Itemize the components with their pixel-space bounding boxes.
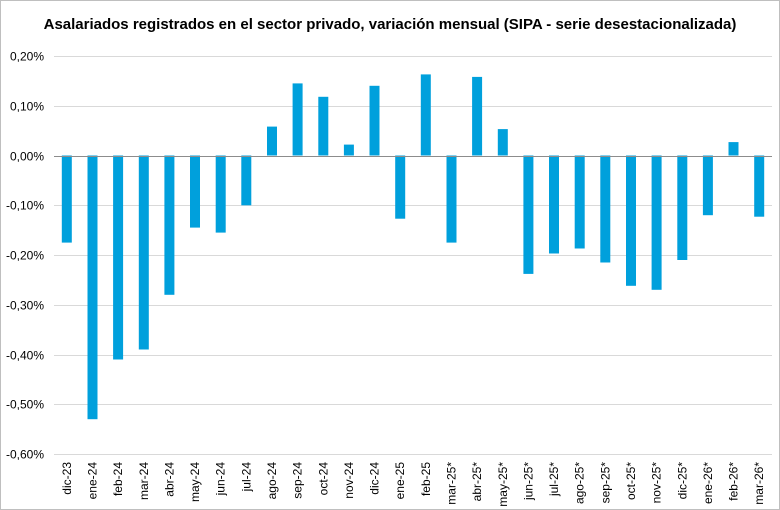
x-tick-label: abr-25*	[470, 462, 484, 502]
x-tick-label: oct-24	[316, 462, 330, 496]
grid-lines	[54, 56, 772, 455]
y-tick-label: -0,10%	[6, 199, 44, 213]
x-tick-label: dic-24	[368, 462, 382, 495]
y-tick-label: -0,50%	[6, 398, 44, 412]
x-tick-label: jul-24	[239, 462, 253, 493]
bar	[420, 74, 431, 156]
x-tick-label: jul-25*	[547, 462, 561, 497]
bar	[626, 155, 636, 286]
bar	[369, 85, 380, 156]
x-tick-label: ene-25	[393, 462, 407, 500]
bar	[677, 155, 688, 260]
bars	[61, 74, 765, 420]
bar	[61, 155, 72, 243]
x-tick-label: ene-26*	[701, 462, 715, 504]
x-tick-label: feb-24	[111, 462, 125, 496]
bar	[754, 155, 765, 217]
bar	[651, 155, 662, 290]
x-tick-label: oct-25*	[624, 462, 638, 500]
bar	[574, 155, 585, 249]
x-tick-label: jun-25*	[521, 462, 535, 501]
x-tick-label: ago-25*	[573, 462, 587, 504]
bar	[497, 129, 508, 156]
x-tick-label: feb-26*	[727, 462, 741, 501]
bar	[395, 155, 406, 219]
x-tick-label: mar-26*	[752, 462, 766, 505]
x-axis-labels: dic-23 ene-24 feb-24 mar-24 abr-24 may-24 jun-…	[60, 462, 766, 507]
bar	[215, 155, 226, 233]
chart-title: Asalariados registrados en el sector pri…	[43, 16, 737, 33]
bar	[523, 155, 534, 274]
y-tick-label: -0,40%	[6, 349, 44, 363]
x-tick-label: feb-25	[419, 462, 433, 496]
bar	[472, 76, 483, 156]
x-tick-label: nov-25*	[650, 462, 664, 504]
bar	[190, 155, 200, 228]
x-tick-label: jun-24	[214, 462, 228, 497]
x-tick-label: ago-24	[265, 462, 279, 500]
bar	[267, 126, 277, 156]
x-tick-label: nov-24	[342, 462, 356, 499]
x-tick-label: may-25*	[496, 462, 510, 507]
bar	[87, 155, 98, 420]
y-tick-label: 0,10%	[10, 100, 44, 114]
y-axis-labels: 0,20% 0,10% 0,00% -0,10% -0,20% -0,30% -0,40% -…	[6, 50, 44, 462]
bar	[113, 155, 124, 360]
x-tick-label: mar-24	[137, 462, 151, 500]
y-tick-label: 0,20%	[10, 50, 44, 64]
x-tick-label: dic-25*	[675, 462, 689, 500]
bar	[138, 155, 149, 350]
x-tick-label: mar-25*	[445, 462, 459, 505]
bar	[343, 144, 354, 156]
y-tick-label: -0,20%	[6, 249, 44, 263]
x-tick-label: sep-25*	[598, 462, 612, 504]
bar	[241, 155, 252, 206]
bar	[446, 155, 457, 243]
bar	[292, 83, 303, 156]
y-tick-label: -0,60%	[6, 448, 44, 462]
x-tick-label: ene-24	[86, 462, 100, 500]
bar	[318, 96, 329, 156]
x-tick-label: abr-24	[162, 462, 176, 497]
bar	[702, 155, 713, 216]
bar	[728, 142, 739, 156]
bar	[164, 155, 175, 295]
x-tick-label: dic-23	[60, 462, 74, 495]
bar	[549, 155, 559, 254]
x-tick-label: sep-24	[291, 462, 305, 499]
y-tick-label: -0,30%	[6, 299, 44, 313]
bar	[600, 155, 611, 263]
x-tick-label: may-24	[188, 462, 202, 502]
y-tick-label: 0,00%	[10, 150, 44, 164]
